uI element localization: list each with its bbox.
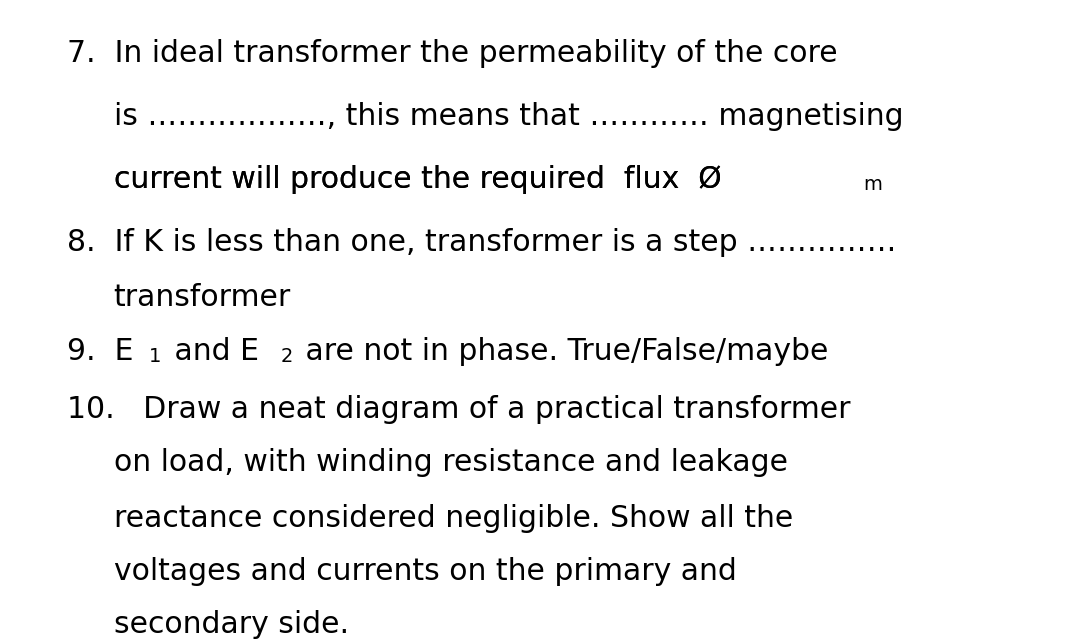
Text: are not in phase. True/False/maybe: are not in phase. True/False/maybe bbox=[296, 336, 828, 366]
Text: and E: and E bbox=[164, 336, 258, 366]
Text: current will produce the required  flux  Ø: current will produce the required flux Ø bbox=[113, 165, 721, 194]
Text: on load, with winding resistance and leakage: on load, with winding resistance and lea… bbox=[113, 448, 787, 477]
Text: transformer: transformer bbox=[113, 283, 291, 313]
Text: 8.  If K is less than one, transformer is a step ……………: 8. If K is less than one, transformer is… bbox=[67, 228, 896, 257]
Text: 7.  In ideal transformer the permeability of the core: 7. In ideal transformer the permeability… bbox=[67, 39, 838, 68]
Text: reactance considered negligible. Show all the: reactance considered negligible. Show al… bbox=[113, 504, 793, 533]
Text: secondary side.: secondary side. bbox=[113, 611, 349, 639]
Text: m: m bbox=[864, 175, 882, 195]
Text: 2: 2 bbox=[281, 347, 293, 367]
Text: is ………………, this means that ………… magnetising: is ………………, this means that ………… magnetis… bbox=[113, 101, 903, 131]
Text: 1: 1 bbox=[149, 347, 162, 367]
Text: 10.   Draw a neat diagram of a practical transformer: 10. Draw a neat diagram of a practical t… bbox=[67, 395, 851, 424]
Text: voltages and currents on the primary and: voltages and currents on the primary and bbox=[113, 557, 737, 586]
Text: 9.  E: 9. E bbox=[67, 336, 134, 366]
Text: current will produce the required  flux  Ø: current will produce the required flux Ø bbox=[113, 165, 721, 194]
